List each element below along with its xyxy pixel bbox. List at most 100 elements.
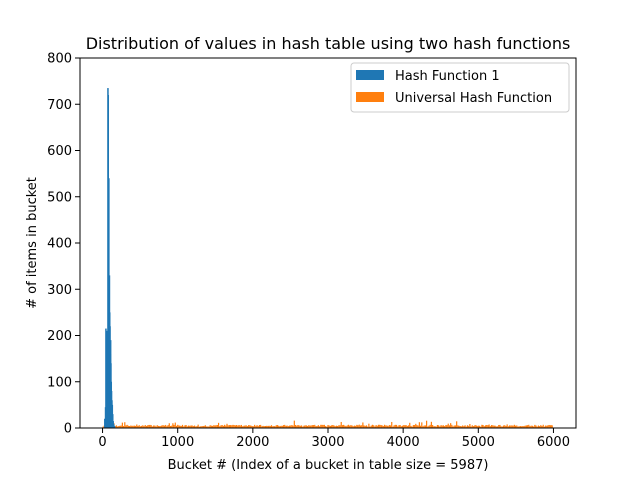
universal-hash-bar — [192, 426, 194, 428]
universal-hash-bar — [297, 425, 299, 428]
universal-hash-bar — [514, 425, 517, 428]
universal-hash-bar — [389, 425, 392, 428]
universal-hash-bar — [459, 425, 461, 428]
universal-hash-bar — [381, 425, 383, 428]
universal-hash-bar — [266, 425, 268, 428]
universal-hash-bar — [335, 425, 338, 428]
universal-hash-bar — [184, 425, 186, 428]
universal-hash-bar — [412, 425, 414, 428]
universal-hash-bar — [540, 425, 542, 428]
universal-hash-bar — [126, 424, 128, 428]
universal-hash-bar — [165, 424, 167, 428]
universal-hash-bar — [359, 425, 362, 428]
universal-hash-bar — [404, 425, 406, 428]
universal-hash-bar — [161, 425, 163, 428]
x-axis-label: Bucket # (Index of a bucket in table siz… — [168, 458, 489, 473]
universal-hash-bar — [350, 425, 352, 428]
universal-hash-bar — [287, 426, 289, 428]
universal-hash-bar — [511, 425, 513, 428]
universal-hash-bar — [242, 426, 244, 428]
y-tick-label: 100 — [47, 375, 72, 390]
universal-hash-bar — [457, 425, 459, 428]
universal-hash-bar — [156, 425, 158, 428]
x-tick-label: 1000 — [161, 435, 194, 450]
universal-hash-bar — [199, 426, 202, 428]
universal-hash-bar — [186, 426, 188, 428]
universal-hash-bar — [279, 426, 281, 428]
universal-hash-bar — [340, 421, 342, 428]
universal-hash-bar — [173, 424, 175, 428]
universal-hash-bar — [272, 426, 274, 428]
universal-hash-bar — [304, 425, 306, 428]
universal-hash-bar — [258, 424, 261, 428]
universal-hash-bar — [537, 425, 540, 428]
universal-hash-bar — [193, 425, 196, 428]
universal-hash-bar — [508, 425, 511, 428]
universal-hash-bar — [150, 425, 152, 428]
universal-hash-bar — [413, 425, 416, 428]
universal-hash-bar — [215, 425, 217, 428]
universal-hash-bar — [349, 425, 351, 428]
universal-hash-bar — [135, 425, 137, 428]
universal-hash-bar — [290, 425, 292, 428]
universal-hash-bar — [268, 425, 270, 428]
universal-hash-bar — [495, 426, 497, 428]
universal-hash-bar — [293, 420, 295, 428]
universal-hash-bar — [225, 425, 227, 428]
universal-hash-bar — [365, 425, 368, 428]
universal-hash-bar — [197, 424, 199, 428]
universal-hash-bar — [488, 424, 490, 428]
universal-hash-bar — [506, 424, 508, 428]
universal-hash-bar — [398, 425, 400, 428]
universal-hash-bar — [275, 425, 277, 428]
universal-hash-bar — [250, 425, 252, 428]
universal-hash-bar — [454, 425, 457, 428]
universal-hash-bar — [204, 425, 206, 428]
universal-hash-bar — [260, 424, 262, 428]
universal-hash-bar — [168, 423, 170, 428]
universal-hash-bar — [334, 426, 336, 428]
universal-hash-bar — [281, 425, 283, 428]
universal-hash-bar — [374, 426, 376, 428]
legend: Hash Function 1 Universal Hash Function — [350, 62, 570, 113]
universal-hash-bar — [358, 424, 360, 428]
universal-hash-bar — [387, 426, 389, 428]
universal-hash-bar — [332, 424, 334, 428]
universal-hash-bar — [311, 425, 313, 428]
universal-hash-bar — [214, 425, 216, 428]
universal-hash-bar — [528, 424, 530, 428]
x-axis-ticks: 0 1000 2000 3000 4000 5000 6000 — [98, 428, 570, 450]
universal-hash-bar — [328, 425, 330, 428]
universal-hash-bar — [201, 426, 203, 428]
universal-hash-bar — [246, 426, 249, 428]
universal-hash-bar — [244, 425, 246, 428]
universal-hash-bar — [255, 426, 257, 428]
universal-hash-bar — [299, 425, 301, 428]
universal-hash-bar — [211, 425, 214, 428]
universal-hash-bar — [428, 425, 430, 428]
universal-hash-bar — [226, 423, 228, 428]
universal-hash-bar — [417, 425, 419, 428]
universal-hash-bar — [441, 425, 443, 428]
universal-hash-bar — [153, 425, 155, 428]
universal-hash-bar — [302, 426, 304, 428]
universal-hash-bar — [300, 425, 303, 428]
universal-hash-bar — [254, 424, 256, 428]
universal-hash-bar — [177, 424, 179, 428]
universal-hash-bar — [453, 425, 455, 428]
universal-hash-bar — [270, 425, 273, 428]
universal-hash-bar — [223, 424, 226, 428]
universal-hash-bar — [357, 425, 359, 428]
universal-hash-bar — [163, 425, 166, 428]
universal-hash-bar — [196, 426, 198, 428]
universal-hash-bar — [131, 425, 133, 428]
universal-hash-bar — [145, 425, 148, 428]
universal-hash-bar — [451, 424, 453, 428]
universal-hash-bar — [127, 425, 129, 428]
universal-hash-bar — [157, 425, 160, 428]
universal-hash-bar — [546, 425, 548, 428]
universal-hash-bar — [409, 422, 411, 428]
universal-hash-bar — [322, 424, 324, 428]
universal-hash-bar — [400, 426, 402, 428]
